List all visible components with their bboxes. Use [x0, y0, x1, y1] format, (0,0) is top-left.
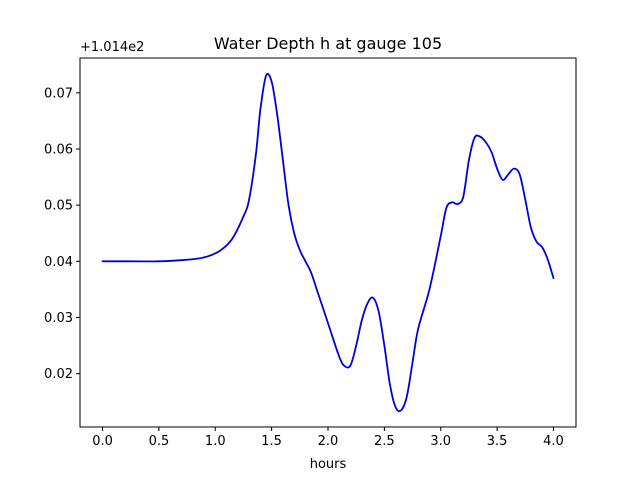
x-tick-label: 1.5 — [261, 434, 282, 449]
y-tick-label: 0.03 — [44, 311, 73, 326]
y-tick-label: 0.04 — [44, 255, 73, 270]
y-tick-label: 0.07 — [44, 86, 73, 101]
y-tick-label: 0.02 — [44, 367, 73, 382]
x-tick-label: 2.5 — [374, 434, 395, 449]
x-tick-label: 1.0 — [205, 434, 226, 449]
x-tick-label: 0.0 — [92, 434, 113, 449]
y-axis-offset-label: +1.014e2 — [80, 40, 144, 55]
x-tick-label: 3.0 — [430, 434, 451, 449]
y-axis: 0.02 0.03 0.04 0.05 0.06 0.07 — [44, 86, 80, 382]
x-tick-label: 0.5 — [149, 434, 170, 449]
chart-title: Water Depth h at gauge 105 — [214, 34, 442, 53]
plot-frame — [79, 57, 577, 428]
x-tick-label: 2.0 — [318, 434, 339, 449]
x-tick-label: 3.5 — [487, 434, 508, 449]
plot-area: 0.0 0.5 1.0 1.5 2.0 2.5 3.0 3.5 4.0 0.02 0.03 0.04… — [44, 57, 577, 449]
x-tick-label: 4.0 — [543, 434, 564, 449]
series-line — [101, 73, 555, 413]
y-tick-label: 0.06 — [44, 142, 73, 157]
y-tick-label: 0.05 — [44, 199, 73, 214]
x-axis-label: hours — [310, 457, 347, 472]
x-axis: 0.0 0.5 1.0 1.5 2.0 2.5 3.0 3.5 4.0 — [92, 427, 564, 449]
